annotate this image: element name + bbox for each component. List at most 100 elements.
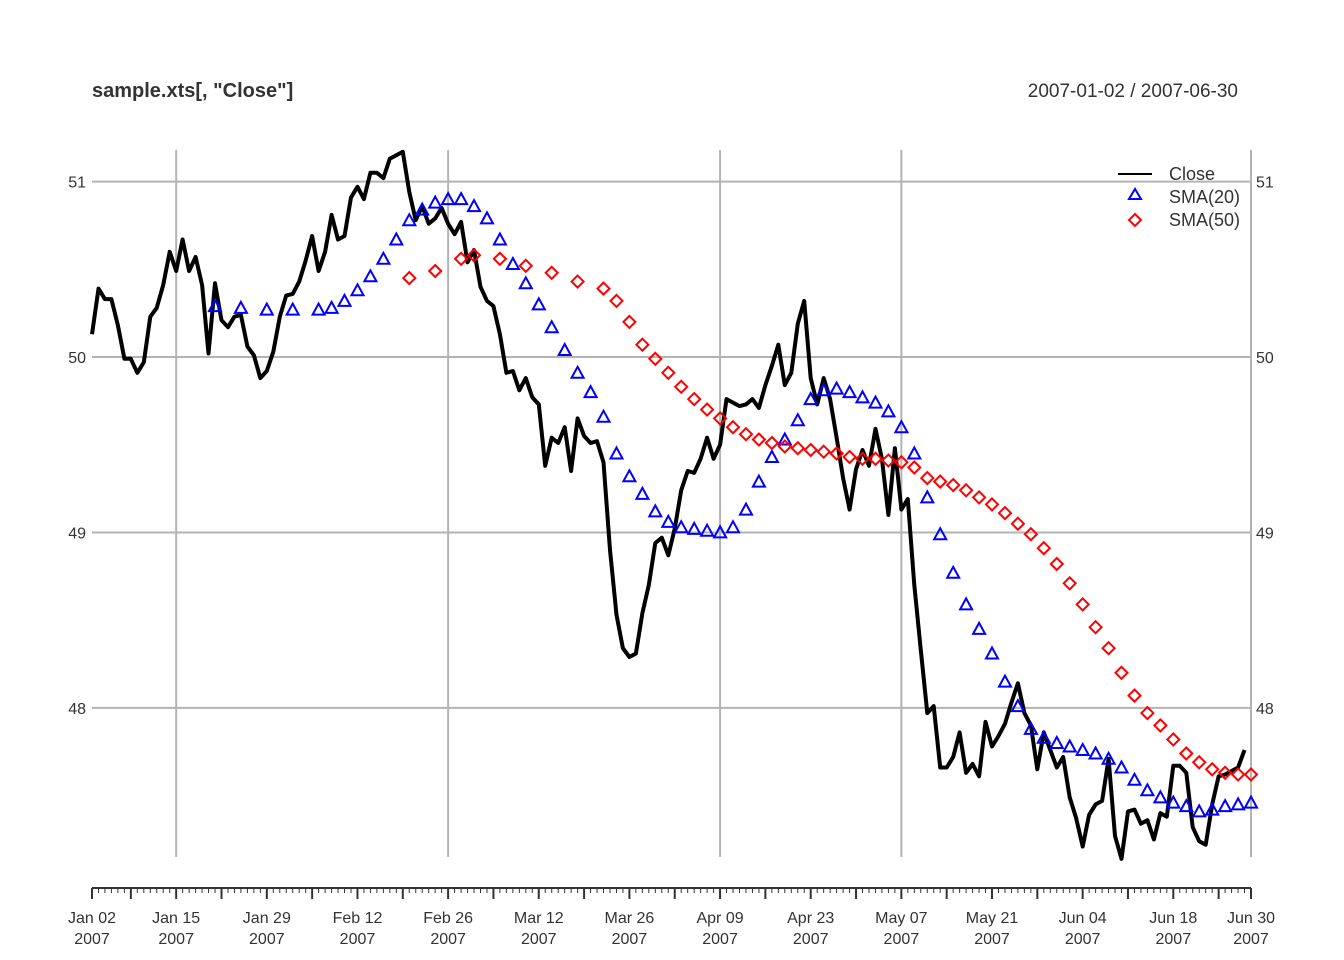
x-tick-year-label: 2007 <box>158 931 194 948</box>
sma50-point <box>1010 516 1026 532</box>
sma20-point <box>984 645 1000 660</box>
sma20-point <box>544 319 560 334</box>
sma20-point <box>1100 750 1117 765</box>
sma50-point <box>829 446 845 461</box>
sma20-point <box>492 231 508 246</box>
sma20-point <box>608 445 625 460</box>
sma50-point <box>544 265 560 281</box>
sma20-point <box>557 341 573 356</box>
sma20-point <box>505 255 521 270</box>
sma20-point <box>958 596 974 611</box>
sma50-point <box>893 454 909 470</box>
sma20-point <box>634 485 651 500</box>
sma20-point <box>1036 729 1052 744</box>
sma20-point <box>828 380 845 395</box>
sma50-point <box>880 453 896 468</box>
sma20-point <box>764 448 780 463</box>
sma20-point <box>440 191 456 206</box>
x-tick-label: Mar 12 <box>514 910 564 927</box>
y-axis-left: 48 49 50 51 <box>68 175 86 718</box>
sma50-point <box>855 451 870 467</box>
sma50-point <box>570 274 586 290</box>
sma20-point <box>388 231 404 246</box>
x-tick-label: May 07 <box>875 910 928 927</box>
sma50-point <box>971 489 987 505</box>
sma20-point <box>336 292 353 307</box>
sma50-point <box>1230 767 1246 782</box>
sma50-point <box>673 379 689 395</box>
sma50-point <box>1165 732 1181 747</box>
sma20-point <box>531 296 547 311</box>
sma20-point <box>725 519 741 534</box>
sma20-point <box>582 384 599 399</box>
sma20-point <box>1152 789 1169 804</box>
x-tick-label: Apr 09 <box>696 910 743 927</box>
sma50-point <box>932 474 948 490</box>
sma50-point <box>764 435 780 451</box>
x-tick-year-label: 2007 <box>702 931 738 948</box>
sma50-point <box>777 439 793 454</box>
x-tick-label: Jun 18 <box>1149 910 1197 927</box>
sma20-point <box>259 301 275 316</box>
x-tick-label: Jan 15 <box>152 910 200 927</box>
x-tick-label: Jan 02 <box>68 910 116 927</box>
sma50-point <box>660 365 676 381</box>
sma20-point <box>1023 720 1039 735</box>
sma20-point <box>375 250 392 265</box>
sma50-point <box>945 477 961 493</box>
sma50-point <box>816 444 832 460</box>
sma20-point <box>712 524 728 539</box>
legend: Close SMA(20) SMA(50) <box>1118 164 1240 230</box>
sma20-point <box>1113 759 1130 774</box>
sma20-point <box>699 522 715 537</box>
x-tick-year-label: 2007 <box>1233 931 1269 948</box>
close-series-line <box>90 149 1247 861</box>
sma20-point <box>673 519 689 534</box>
y-tick-label-left: 51 <box>68 175 86 192</box>
sma20-point <box>1010 698 1026 713</box>
sma20-point <box>349 282 366 297</box>
y-tick-label-right: 50 <box>1256 350 1274 367</box>
sma20-point <box>233 299 249 314</box>
sma20-point <box>453 191 469 206</box>
x-tick-label: Apr 23 <box>787 910 834 927</box>
sma50-point <box>919 470 935 486</box>
y-tick-label-left: 49 <box>68 525 86 542</box>
sma50-point <box>842 449 858 465</box>
x-tick-label: Jan 29 <box>243 910 291 927</box>
sma20-point <box>1087 745 1104 760</box>
y-tick-label-right: 48 <box>1256 701 1274 718</box>
sma50-point <box>1075 596 1091 612</box>
sma20-point <box>841 384 858 399</box>
y-tick-label-right: 51 <box>1256 175 1274 192</box>
sma20-point <box>401 212 417 227</box>
sma50-point <box>1243 767 1259 782</box>
y-tick-label-left: 48 <box>68 701 86 718</box>
sma50-point <box>634 337 650 353</box>
sma50-point <box>868 451 883 467</box>
sma20-point <box>660 513 676 528</box>
legend-sma20-label: SMA(20) <box>1169 187 1240 207</box>
sma20-point <box>1243 794 1259 809</box>
sma20-point <box>777 431 793 446</box>
sma50-point <box>427 263 443 279</box>
x-tick-year-label: 2007 <box>793 931 829 948</box>
sma20-point <box>906 445 922 460</box>
sma50-point <box>906 460 922 475</box>
x-tick-year-label: 2007 <box>612 931 648 948</box>
sma50-point <box>518 258 534 274</box>
sma20-point <box>207 298 223 313</box>
y-axis-right: 48 49 50 51 <box>1256 175 1274 718</box>
x-tick-year-label: 2007 <box>249 931 285 948</box>
sma50-point <box>401 270 417 286</box>
sma20-point <box>285 301 301 316</box>
legend-sma50-label: SMA(50) <box>1169 210 1240 230</box>
sma50-point <box>725 419 741 435</box>
sma20-point <box>932 526 948 541</box>
sma20-point <box>803 391 819 406</box>
sma50-point <box>1114 665 1129 681</box>
series-layer <box>90 149 1259 861</box>
grid <box>92 150 1252 857</box>
sma20-point <box>323 299 340 314</box>
